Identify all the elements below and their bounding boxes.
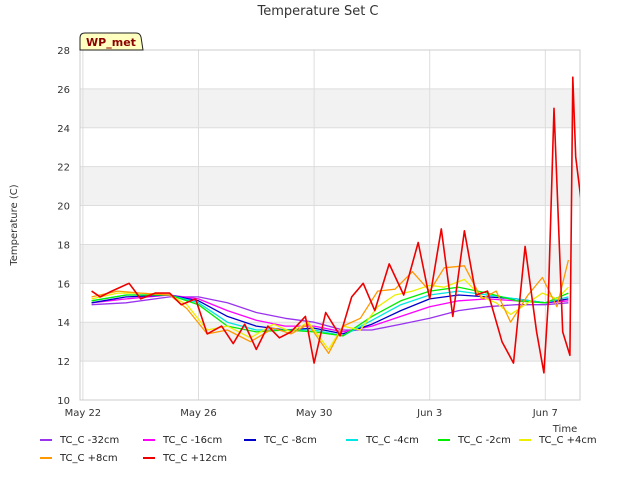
series-line-tc-c-12cm	[91, 76, 580, 374]
legend-item: TC_C -8cm	[244, 435, 317, 446]
x-axis-ticks: May 22 May 26 May 30 Jun 3 Jun 7	[65, 408, 558, 419]
badge-shape	[79, 32, 144, 51]
y-tick-label: 10	[57, 396, 70, 407]
legend-label: TC_C +8cm	[59, 453, 118, 464]
y-tick-label: 20	[57, 202, 70, 213]
y-tick-label: 16	[57, 279, 70, 290]
legend-label: TC_C +12cm	[162, 453, 227, 464]
plot-frame	[79, 49, 581, 401]
x-axis-title: Time	[552, 424, 577, 435]
grid-band	[80, 322, 580, 362]
legend-item: TC_C -2cm	[438, 435, 511, 446]
x-tick-label: Jun 7	[532, 408, 558, 419]
site-badge: WP_met	[79, 32, 144, 51]
legend-item: TC_C -32cm	[40, 435, 119, 446]
legend-label: TC_C -32cm	[59, 435, 119, 446]
y-tick-label: 28	[57, 46, 70, 57]
series-line-tc-c-16cm	[91, 294, 569, 333]
grid-band	[80, 88, 580, 128]
legend-item: TC_C +8cm	[40, 453, 118, 464]
y-tick-label: 22	[57, 163, 70, 174]
grid-band	[80, 244, 580, 284]
y-tick-label: 24	[57, 124, 70, 135]
badge-label: WP_met	[86, 36, 136, 49]
series-line-tc-c-32cm	[91, 296, 569, 331]
legend-label: TC_C -4cm	[365, 435, 419, 446]
plot-background	[80, 50, 580, 400]
series-line-tc-c-8cm	[91, 294, 569, 335]
legend-label: TC_C -8cm	[263, 435, 317, 446]
x-tick-label: Jun 3	[416, 408, 442, 419]
series-line-tc-c-8cm	[91, 259, 570, 354]
y-tick-label: 26	[57, 85, 70, 96]
series-lines	[91, 76, 580, 374]
chart-title: Temperature Set C	[256, 4, 378, 19]
legend-item: TC_C +4cm	[519, 435, 597, 446]
legend-label: TC_C -2cm	[457, 435, 511, 446]
grid-band	[80, 166, 580, 206]
legend-label: TC_C -16cm	[162, 435, 222, 446]
y-axis-title: Temperature (C)	[9, 184, 20, 266]
x-tick-label: May 26	[180, 408, 217, 419]
x-tick-label: May 22	[65, 408, 102, 419]
legend: TC_C -32cm TC_C -16cm TC_C -8cm TC_C -4cm TC…	[40, 435, 597, 464]
y-tick-label: 18	[57, 240, 70, 251]
legend-item: TC_C -4cm	[346, 435, 419, 446]
legend-label: TC_C +4cm	[538, 435, 597, 446]
x-tick-label: May 30	[296, 408, 333, 419]
y-axis-ticks: 10 12 14 16 18 20 22 24 26 28	[57, 46, 70, 407]
legend-item: TC_C +12cm	[143, 453, 227, 464]
legend-item: TC_C -16cm	[143, 435, 222, 446]
y-tick-label: 14	[57, 318, 70, 329]
y-tick-label: 12	[57, 357, 70, 368]
